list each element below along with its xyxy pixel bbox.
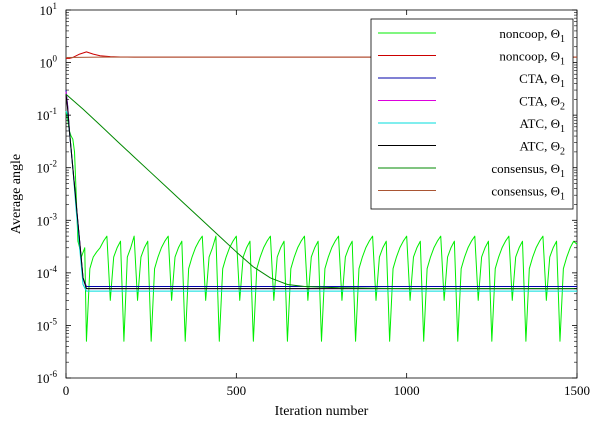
y-tick-base: 10 [40,56,53,71]
y-tick-label: 10-4 [37,264,58,281]
y-tick-label: 10-1 [37,106,58,123]
y-tick-exponent: 1 [53,1,58,11]
legend-label-text: ATC, [520,139,551,154]
legend-label-subscript: 1 [560,57,565,68]
y-tick-base: 10 [37,266,50,281]
x-tick-label: 1000 [394,383,420,398]
x-tick-label: 0 [63,383,70,398]
legend-label-text: CTA, [519,94,550,109]
legend-label-0: noncoop, Θ1 [499,26,565,45]
legend-label-3: CTA, Θ2 [519,94,565,113]
y-tick-exponent: 0 [53,54,58,64]
legend-label-symbol: Θ [551,94,560,109]
x-axis-label: Iteration number [275,404,369,419]
legend-label-text: noncoop, [499,26,550,41]
legend-label-subscript: 1 [560,79,565,90]
legend-label-4: ATC, Θ1 [520,116,565,135]
legend-label-symbol: Θ [551,116,560,131]
series-line-0 [65,110,578,342]
legend-label-symbol: Θ [551,161,560,176]
legend-label-symbol: Θ [551,184,560,199]
legend-label-subscript: 1 [560,34,565,45]
y-tick-base: 10 [40,3,53,18]
y-tick-label: 10-3 [37,211,58,228]
x-tick-label: 1500 [564,383,590,398]
legend-label-symbol: Θ [551,26,560,41]
legend-label-1: noncoop, Θ1 [499,49,565,68]
y-tick-label: 101 [40,1,58,18]
legend-label-subscript: 2 [560,147,565,158]
y-tick-base: 10 [37,108,50,123]
axis-ticks: 0 500 1000 150010-610-510-410-310-210-11001… [37,1,591,398]
series-line-5 [65,94,577,290]
y-tick-exponent: -5 [50,316,58,326]
legend-label-7: consensus, Θ1 [491,184,565,203]
series-line-6 [65,93,577,290]
legend-label-symbol: Θ [551,71,560,86]
y-tick-base: 10 [37,371,50,386]
legend-label-subscript: 1 [560,192,565,203]
legend-label-text: consensus, [491,161,550,176]
y-tick-label: 10-5 [37,316,58,333]
legend-box [370,18,574,210]
y-tick-exponent: -6 [50,369,58,379]
legend-label-5: ATC, Θ2 [520,139,565,158]
legend-label-subscript: 1 [560,169,565,180]
y-axis-label: Average angle [9,154,24,234]
y-tick-exponent: -4 [50,264,58,274]
legend-label-text: consensus, [491,184,550,199]
y-tick-base: 10 [37,213,50,228]
y-tick-exponent: -3 [50,211,58,221]
legend-label-2: CTA, Θ1 [519,71,565,90]
legend-label-6: consensus, Θ1 [491,161,565,180]
y-tick-exponent: -2 [50,159,58,169]
y-tick-exponent: -1 [50,106,58,116]
legend-label-text: ATC, [520,116,551,131]
series-layer [65,51,578,342]
legend-label-subscript: 2 [560,102,565,113]
legend-label-subscript: 1 [560,124,565,135]
x-tick-label: 500 [227,383,247,398]
y-tick-label: 10-2 [37,159,58,176]
legend-label-text: noncoop, [499,49,550,64]
y-tick-base: 10 [37,161,50,176]
y-tick-base: 10 [37,318,50,333]
y-tick-label: 100 [40,54,58,71]
legend-label-text: CTA, [519,71,550,86]
legend-label-symbol: Θ [551,49,560,64]
legend-label-symbol: Θ [551,139,560,154]
y-tick-label: 10-6 [37,369,58,386]
